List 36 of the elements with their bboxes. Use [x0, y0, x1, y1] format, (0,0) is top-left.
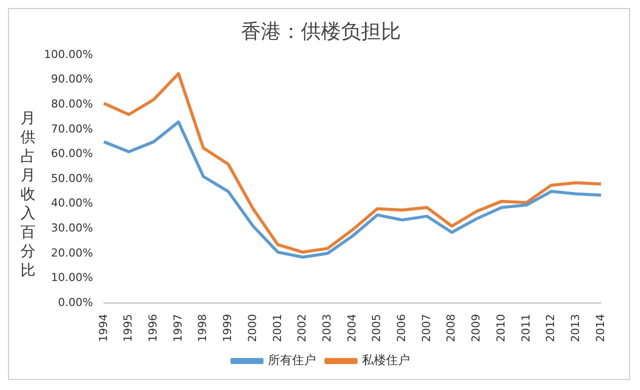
y-tick-label: 20.00%: [50, 246, 93, 260]
x-tick-label: 2010: [494, 314, 508, 342]
x-tick-label: 1999: [221, 314, 234, 342]
x-tick-label: 2014: [594, 314, 607, 342]
y-tick-label: 30.00%: [50, 221, 93, 234]
x-tick-label: 1994: [96, 314, 110, 342]
legend-label: 私楼住户: [362, 353, 410, 368]
y-tick-label: 0.00%: [58, 296, 93, 309]
x-tick-label: 2004: [345, 314, 358, 342]
x-tick-label: 1998: [196, 314, 210, 342]
x-tick-label: 2005: [370, 314, 384, 342]
y-tick-label: 10.00%: [50, 271, 93, 284]
y-tick-label: 70.00%: [50, 122, 93, 136]
chart-title: 香港：供楼负担比: [241, 19, 401, 44]
x-tick-label: 2003: [320, 314, 334, 342]
x-tick-label: 2002: [296, 314, 309, 342]
x-tick-label: 2006: [395, 314, 408, 342]
text: 月供占月收入百分比: [20, 108, 36, 278]
y-tick-label: 100.00%: [44, 48, 93, 61]
y-tick-label: 60.00%: [50, 147, 93, 160]
legend-label: 所有住户: [268, 353, 316, 368]
x-tick-label: 1995: [122, 314, 135, 342]
x-tick-label: 2008: [444, 314, 458, 342]
x-tick-label: 2001: [270, 314, 284, 342]
x-tick-label: 2007: [420, 314, 433, 342]
x-tick-label: 2000: [246, 314, 259, 342]
y-tick-label: 50.00%: [50, 172, 93, 185]
y-tick-label: 90.00%: [50, 72, 93, 86]
y-tick-label: 40.00%: [50, 196, 93, 210]
x-tick-label: 2009: [470, 314, 483, 342]
y-tick-label: 80.00%: [50, 97, 93, 110]
x-tick-label: 1997: [171, 314, 184, 342]
x-tick-label: 2011: [519, 314, 532, 342]
x-tick-label: 2013: [569, 314, 582, 342]
x-tick-label: 1996: [146, 314, 160, 342]
x-tick-label: 2012: [544, 314, 558, 342]
